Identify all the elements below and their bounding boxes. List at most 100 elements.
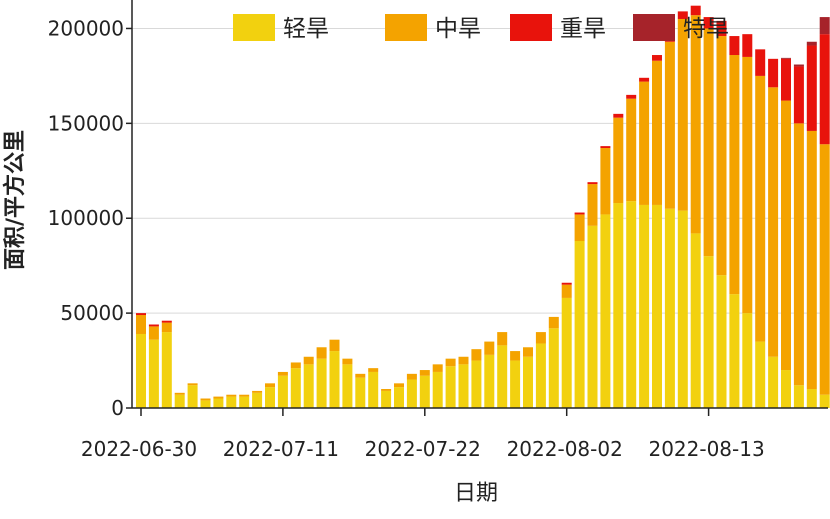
y-tick-label: 150000: [48, 111, 124, 135]
legend-swatch-2: [385, 14, 427, 41]
bar-segment-2: [355, 373, 366, 378]
bar-segment-2: [174, 392, 185, 395]
x-axis-label: 日期: [454, 481, 498, 506]
bar-segment-2: [561, 284, 572, 298]
bar-segment-2: [781, 100, 791, 371]
legend-swatch-4: [633, 14, 675, 41]
y-tick-labels: 0 50000 100000 150000 200000: [48, 16, 132, 420]
bar-segment-2: [535, 332, 546, 344]
x-tick-label: 2022-08-02: [507, 437, 623, 461]
bar-segment-2: [613, 117, 624, 204]
bar-segment-4: [819, 17, 830, 35]
bar-segment-1: [639, 204, 650, 408]
bar-segment-2: [690, 15, 701, 234]
legend-swatch-1: [233, 14, 275, 41]
bar-segment-2: [819, 144, 830, 395]
bar-segment-1: [432, 371, 443, 408]
bar-segment-1: [716, 275, 727, 408]
bar-segment-2: [523, 347, 533, 357]
bar-segment-1: [652, 204, 662, 408]
legend-label-4: 特旱: [683, 16, 729, 42]
x-tick-label: 2022-07-22: [365, 437, 481, 461]
bar-segment-2: [161, 322, 172, 333]
axes: [131, 0, 828, 409]
bar-segment-1: [587, 225, 598, 408]
y-tick-label: 100000: [48, 206, 124, 230]
bar-segment-1: [148, 339, 159, 408]
bar-segment-3: [148, 324, 159, 327]
x-tick-label: 2022-08-13: [648, 437, 764, 461]
bar-segment-2: [497, 332, 508, 346]
bar-segment-1: [316, 358, 327, 408]
bar-segment-1: [419, 375, 430, 408]
bar-segment-1: [329, 351, 340, 408]
bar-segment-1: [394, 387, 404, 408]
bar-segment-2: [755, 75, 766, 342]
bar-segment-2: [406, 373, 417, 380]
bar-segment-1: [484, 354, 495, 408]
bar-segment-3: [716, 20, 727, 37]
bar-segment-1: [755, 341, 766, 408]
bar-segment-2: [716, 36, 727, 276]
bar-segment-1: [819, 394, 830, 408]
bar-segment-1: [523, 356, 533, 408]
bar-segment-3: [613, 113, 624, 118]
bar-marks: [136, 5, 830, 408]
bar-segment-2: [703, 28, 714, 257]
bar-segment-3: [161, 320, 172, 323]
bar-segment-3: [755, 49, 766, 76]
bar-segment-2: [600, 148, 611, 215]
bar-segment-2: [793, 123, 804, 386]
x-tick-labels: 2022-06-30 2022-07-11 2022-07-22 2022-08-02…: [81, 408, 765, 461]
bar-segment-2: [316, 347, 327, 359]
legend: 轻旱 中旱 重旱 特旱: [233, 14, 729, 42]
bar-segment-1: [497, 345, 508, 408]
bar-segment-1: [690, 233, 701, 408]
bar-segment-3: [793, 66, 804, 124]
bar-segment-3: [574, 212, 585, 215]
bar-segment-1: [303, 364, 314, 408]
bar-segment-2: [768, 87, 779, 357]
bar-segment-3: [626, 94, 637, 99]
bar-segment-2: [213, 396, 224, 399]
bar-segment-1: [252, 392, 263, 408]
bar-segment-1: [136, 333, 146, 408]
bar-segment-2: [381, 389, 392, 391]
bar-segment-1: [626, 201, 637, 408]
bar-segment-2: [239, 394, 250, 397]
bar-segment-2: [252, 390, 263, 393]
bar-segment-3: [587, 182, 598, 185]
bar-segment-2: [200, 398, 211, 401]
bar-segment-2: [471, 349, 482, 361]
bar-segment-2: [639, 81, 650, 205]
bar-segment-2: [484, 341, 495, 355]
bar-segment-1: [368, 371, 379, 408]
legend-swatch-3: [510, 14, 552, 41]
bar-segment-3: [690, 5, 701, 16]
bar-segment-2: [303, 356, 314, 365]
bar-segment-1: [574, 241, 585, 408]
y-tick-label: 50000: [60, 301, 124, 325]
bar-segment-2: [548, 316, 559, 329]
legend-label-2: 中旱: [435, 16, 481, 42]
bar-segment-2: [136, 315, 146, 334]
bar-segment-2: [419, 370, 430, 376]
bar-segment-1: [355, 377, 366, 408]
bar-segment-3: [819, 34, 830, 145]
bar-segment-2: [742, 56, 753, 314]
bar-segment-1: [342, 364, 353, 408]
bar-segment-1: [239, 396, 250, 408]
bar-segment-2: [574, 214, 585, 242]
bar-segment-1: [265, 387, 275, 408]
bar-segment-2: [806, 130, 817, 390]
bar-segment-1: [793, 385, 804, 408]
bar-segment-3: [600, 146, 611, 149]
bar-segment-3: [677, 11, 688, 19]
bar-segment-3: [703, 17, 714, 29]
bar-segment-1: [613, 203, 624, 408]
bar-segment-3: [729, 36, 740, 56]
bar-segment-1: [510, 360, 521, 408]
bar-segment-1: [458, 364, 469, 408]
